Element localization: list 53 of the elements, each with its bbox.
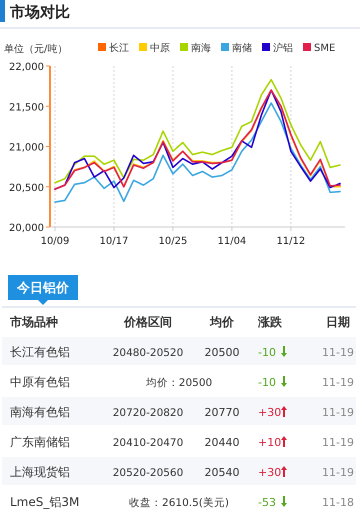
- x-tick-label: 11/04: [217, 236, 246, 247]
- y-tick-label: 20,000: [9, 223, 44, 234]
- category-label: 广东南储铝: [10, 435, 70, 449]
- line-series: [54, 102, 341, 203]
- x-tick-label: 10/25: [158, 236, 188, 247]
- legend-label: SME: [314, 43, 336, 54]
- text: 20720-20820: [112, 407, 184, 419]
- text: 11-19: [322, 466, 354, 479]
- text: 11-18: [322, 496, 354, 509]
- text: -10: [258, 376, 276, 389]
- text: 20540: [204, 466, 240, 479]
- text: 20500: [204, 346, 240, 359]
- y-tick-label: 21,500: [9, 102, 44, 114]
- text: +30: [258, 406, 282, 419]
- text: 20520-20560: [112, 467, 184, 479]
- y-tick-label: 20,500: [9, 182, 44, 194]
- category-label: 价格区间: [123, 315, 172, 329]
- text: -10: [258, 346, 276, 359]
- category-label: 日期: [326, 315, 350, 329]
- legend-label: 沪铝: [273, 42, 293, 54]
- legend-label: 南海: [191, 42, 211, 54]
- legend-label: 中原: [150, 42, 170, 54]
- text: +30: [258, 466, 282, 479]
- legend-label: 南储: [232, 42, 252, 54]
- text: 均价：20500: [146, 377, 212, 389]
- text: 20770: [204, 406, 240, 419]
- y-tick-label: 22,000: [9, 62, 44, 73]
- text: -53: [258, 496, 276, 509]
- text: 11-19: [322, 406, 354, 419]
- legend-label: 长江: [109, 42, 129, 54]
- category-label: 市场品种: [9, 315, 58, 329]
- y-axis-title: 单位（元/吨）: [4, 43, 68, 55]
- chart-title: 市场对比: [9, 3, 70, 21]
- category-label: 南海有色铝: [10, 405, 70, 419]
- text: 11-19: [322, 346, 354, 359]
- text: 今日铝价: [16, 281, 70, 296]
- x-tick-label: 11/12: [276, 236, 306, 247]
- text: 11-19: [322, 436, 354, 449]
- text: 20410-20470: [112, 437, 184, 449]
- x-tick-label: 10/17: [100, 236, 128, 247]
- category-label: LmeS_铝3M: [10, 495, 80, 509]
- category-label: 中原有色铝: [10, 375, 70, 389]
- category-label: 上海现货铝: [10, 465, 70, 479]
- text: 11-19: [322, 376, 354, 389]
- text: 20440: [204, 436, 240, 449]
- y-tick-label: 21,000: [9, 142, 44, 154]
- text: 收盘：2610.5(美元): [129, 497, 229, 509]
- text: 20480-20520: [112, 347, 184, 359]
- x-tick-label: 10/09: [40, 236, 70, 247]
- category-label: 长江有色铝: [10, 345, 70, 359]
- category-label: 涨跌: [257, 315, 283, 329]
- text: +10: [258, 436, 282, 449]
- category-label: 均价: [209, 315, 235, 329]
